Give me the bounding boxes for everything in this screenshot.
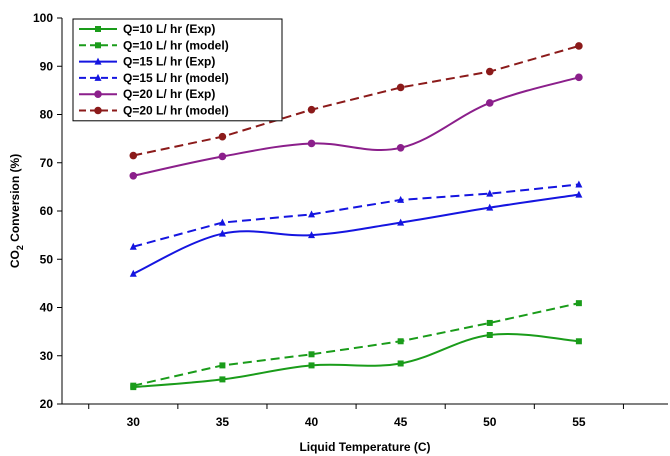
legend: Q=10 L/ hr (Exp) Q=10 L/ hr (model) Q=15 L… bbox=[72, 18, 283, 122]
y-tick-label: 50 bbox=[40, 252, 54, 266]
y-tick-label: 80 bbox=[40, 108, 54, 122]
data-point bbox=[307, 139, 316, 148]
data-point bbox=[575, 180, 583, 188]
legend-box bbox=[72, 18, 283, 122]
data-point bbox=[129, 242, 137, 250]
data-point bbox=[308, 362, 315, 369]
x-tick-label: 55 bbox=[572, 415, 586, 429]
data-point bbox=[219, 376, 226, 383]
data-point bbox=[218, 152, 227, 161]
x-tick-label: 45 bbox=[394, 415, 408, 429]
axes: 20 30 40 50 60 70 80 90 100 30 35 40 45 50 55 bbox=[33, 11, 668, 429]
legend-item: Q=15 L/ hr (Exp) bbox=[79, 55, 215, 69]
data-point bbox=[308, 231, 316, 239]
data-point bbox=[575, 73, 583, 82]
legend-label: Q=10 L/ hr (model) bbox=[123, 38, 229, 52]
x-tick-label: 50 bbox=[483, 415, 497, 429]
data-point bbox=[218, 229, 226, 237]
legend-marker bbox=[94, 73, 102, 81]
series-2 bbox=[129, 190, 583, 277]
series-1 bbox=[130, 300, 582, 389]
series-line bbox=[133, 76, 580, 177]
data-point bbox=[308, 210, 316, 218]
y-tick-label: 30 bbox=[40, 349, 54, 363]
y-tick-label: 100 bbox=[33, 11, 53, 25]
x-axis-title: Liquid Temperature (C) bbox=[299, 440, 430, 454]
legend-marker bbox=[94, 106, 102, 115]
series-line bbox=[133, 302, 580, 387]
data-point bbox=[486, 319, 493, 326]
y-axis-title-main: CO bbox=[8, 250, 22, 268]
data-point bbox=[218, 132, 227, 141]
legend-marker bbox=[95, 26, 101, 32]
series-line bbox=[133, 45, 580, 157]
data-point bbox=[396, 83, 405, 92]
x-tick-label: 35 bbox=[216, 415, 230, 429]
y-tick-label: 90 bbox=[40, 59, 54, 73]
data-point bbox=[129, 269, 137, 277]
legend-item: Q=20 L/ hr (Exp) bbox=[79, 87, 215, 101]
data-point bbox=[575, 338, 582, 345]
data-point bbox=[307, 105, 316, 114]
series-layer bbox=[129, 42, 583, 391]
data-point bbox=[129, 171, 138, 180]
y-tick-label: 40 bbox=[40, 301, 54, 315]
legend-label: Q=10 L/ hr (Exp) bbox=[123, 22, 215, 36]
data-point bbox=[485, 67, 494, 76]
data-point bbox=[397, 218, 405, 226]
series-4 bbox=[129, 73, 583, 180]
y-axis-title-subscript: 2 bbox=[15, 245, 25, 250]
legend-item: Q=20 L/ hr (model) bbox=[79, 104, 229, 118]
data-point bbox=[486, 203, 494, 211]
data-point bbox=[575, 190, 583, 198]
legend-item: Q=15 L/ hr (model) bbox=[79, 71, 229, 85]
data-point bbox=[486, 332, 493, 339]
series-5 bbox=[129, 42, 583, 160]
series-3 bbox=[129, 180, 583, 250]
data-point bbox=[486, 189, 494, 197]
series-line bbox=[132, 193, 580, 275]
data-point bbox=[396, 143, 405, 152]
data-point bbox=[575, 42, 583, 50]
legend-item: Q=10 L/ hr (model) bbox=[79, 38, 229, 52]
legend-marker bbox=[94, 90, 102, 98]
x-tick-label: 40 bbox=[305, 415, 319, 429]
y-tick-label: 20 bbox=[40, 397, 54, 411]
data-point bbox=[575, 300, 582, 307]
data-point bbox=[219, 362, 226, 369]
legend-label: Q=20 L/ hr (model) bbox=[123, 104, 229, 118]
series-line bbox=[133, 333, 579, 389]
data-point bbox=[129, 151, 138, 160]
legend-label: Q=15 L/ hr (model) bbox=[123, 71, 229, 85]
x-tick-label: 30 bbox=[127, 415, 141, 429]
legend-item: Q=10 L/ hr (Exp) bbox=[79, 22, 215, 36]
data-point bbox=[397, 195, 405, 203]
legend-label: Q=20 L/ hr (Exp) bbox=[123, 87, 215, 101]
data-point bbox=[397, 338, 404, 345]
data-point bbox=[397, 360, 404, 367]
y-axis-title: CO2 Conversion (%) bbox=[8, 154, 25, 268]
series-0 bbox=[130, 332, 582, 391]
y-axis-title-rest: Conversion (%) bbox=[8, 154, 22, 245]
data-point bbox=[218, 218, 226, 226]
legend-marker bbox=[95, 42, 101, 49]
legend-marker bbox=[94, 57, 102, 65]
data-point bbox=[308, 351, 315, 358]
legend-label: Q=15 L/ hr (Exp) bbox=[123, 55, 215, 69]
series-line bbox=[133, 183, 579, 248]
data-point bbox=[485, 99, 494, 107]
data-point bbox=[130, 382, 137, 389]
y-tick-label: 70 bbox=[40, 156, 54, 170]
y-tick-label: 60 bbox=[40, 204, 54, 218]
